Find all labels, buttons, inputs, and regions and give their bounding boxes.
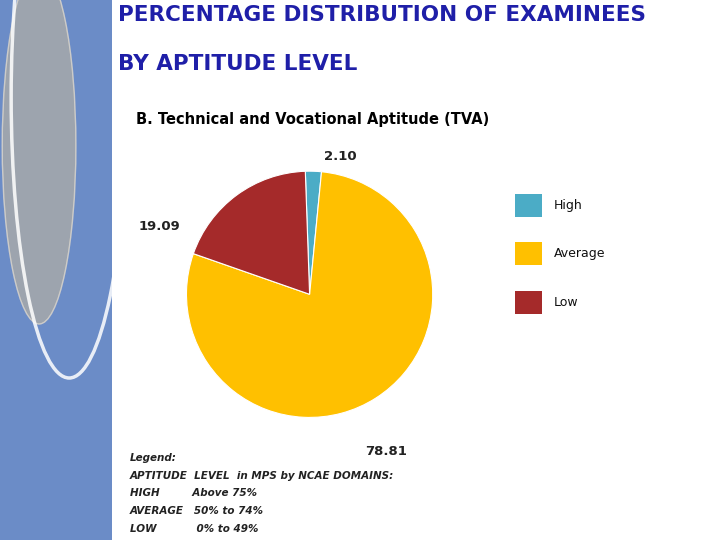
Text: BY APTITUDE LEVEL: BY APTITUDE LEVEL — [117, 54, 357, 74]
Text: 19.09: 19.09 — [138, 220, 180, 233]
FancyBboxPatch shape — [515, 291, 542, 314]
Text: AVERAGE   50% to 74%: AVERAGE 50% to 74% — [130, 507, 264, 516]
FancyBboxPatch shape — [515, 242, 542, 265]
Wedge shape — [305, 171, 322, 294]
Text: LOW           0% to 49%: LOW 0% to 49% — [130, 524, 258, 535]
Text: Legend:: Legend: — [130, 453, 176, 463]
Text: 78.81: 78.81 — [365, 446, 407, 458]
Text: Low: Low — [554, 296, 579, 309]
Text: High: High — [554, 199, 582, 212]
Wedge shape — [186, 172, 433, 417]
FancyBboxPatch shape — [515, 194, 542, 217]
Text: B. Technical and Vocational Aptitude (TVA): B. Technical and Vocational Aptitude (TV… — [136, 112, 489, 127]
Circle shape — [2, 0, 76, 324]
Text: HIGH         Above 75%: HIGH Above 75% — [130, 489, 257, 498]
Text: 2.10: 2.10 — [324, 150, 356, 163]
Text: APTITUDE  LEVEL  in MPS by NCAE DOMAINS:: APTITUDE LEVEL in MPS by NCAE DOMAINS: — [130, 470, 394, 481]
Text: PERCENTAGE DISTRIBUTION OF EXAMINEES: PERCENTAGE DISTRIBUTION OF EXAMINEES — [117, 5, 646, 25]
Text: Average: Average — [554, 247, 606, 260]
Wedge shape — [194, 171, 310, 294]
